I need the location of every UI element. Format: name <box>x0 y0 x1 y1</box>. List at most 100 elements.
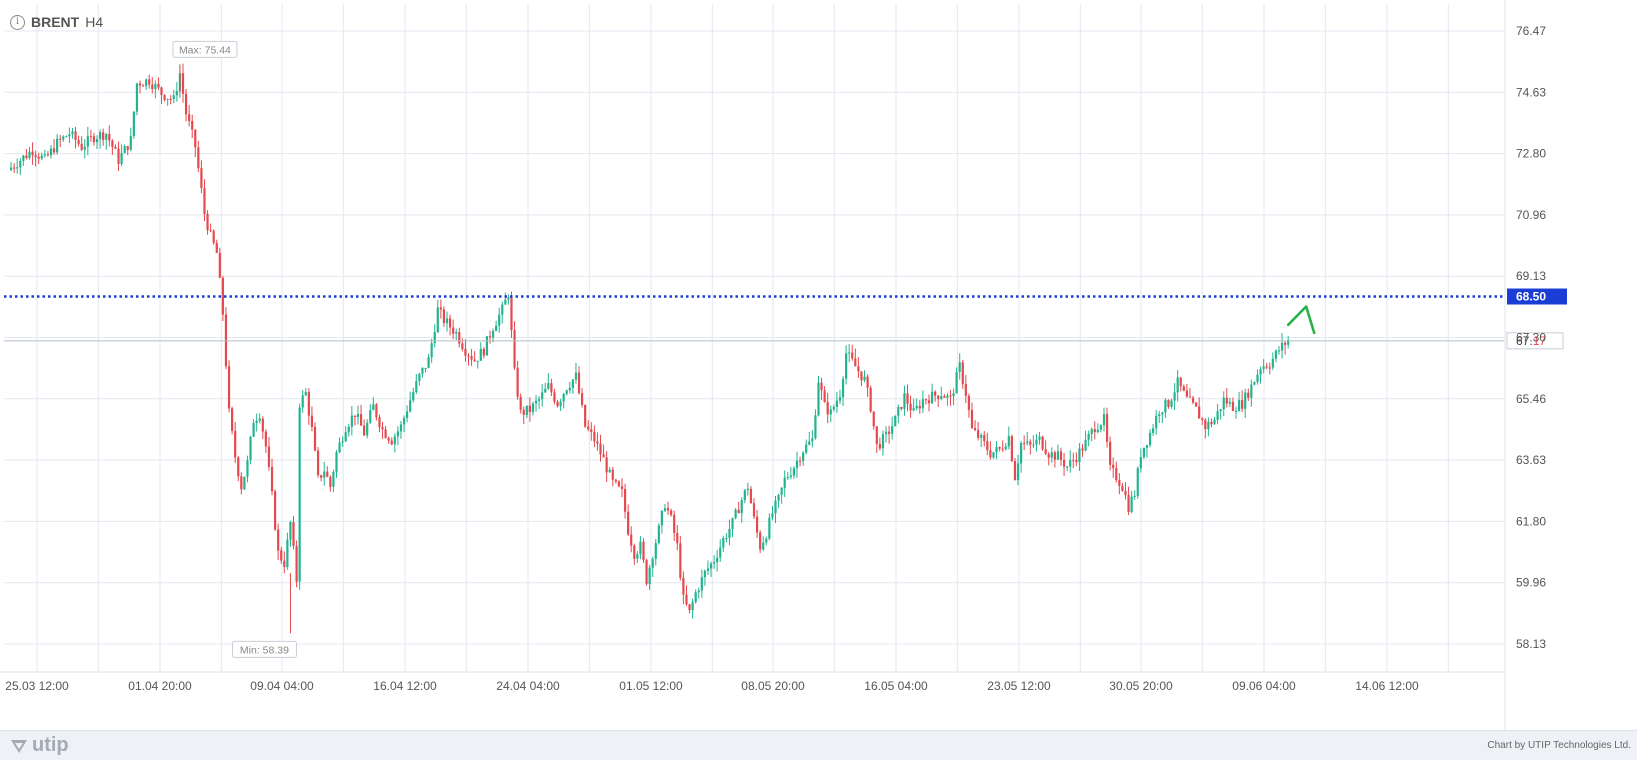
timeframe-label[interactable]: H4 <box>85 14 104 30</box>
candle-up <box>129 136 132 150</box>
candle-down <box>967 395 971 410</box>
candle-down <box>973 427 977 430</box>
candle-up <box>1259 369 1262 375</box>
candle-up <box>525 405 528 415</box>
candle-up <box>792 468 796 476</box>
candle-down <box>627 511 630 535</box>
candle-up <box>1213 419 1216 425</box>
chart-footer: utip Chart by UTIP Technologies Ltd. <box>0 730 1637 760</box>
candle-down <box>875 426 878 445</box>
candle-up <box>835 400 838 407</box>
candle-up <box>498 314 501 326</box>
candle-down <box>602 454 605 458</box>
candle-down <box>605 457 608 473</box>
candle-down <box>854 358 857 367</box>
x-tick-label: 01.04 20:00 <box>128 679 192 693</box>
candle-up <box>1038 436 1041 440</box>
up-arrow-annotation[interactable] <box>1286 305 1316 335</box>
candle-up <box>841 378 845 398</box>
candle-up <box>746 488 749 491</box>
min-label: Min: 58.39 <box>231 640 297 658</box>
info-icon[interactable]: i <box>10 14 25 30</box>
candle-up <box>544 388 547 393</box>
candle-down <box>160 87 163 95</box>
candles-layer <box>9 63 1290 634</box>
candle-down <box>310 415 314 427</box>
candle-down <box>203 188 206 214</box>
y-tick-label: 67.30 <box>1516 331 1546 345</box>
candle-up <box>765 538 768 543</box>
candle-down <box>25 155 28 159</box>
candle-up <box>762 542 765 550</box>
candle-down <box>194 129 197 148</box>
candle-up <box>915 405 918 409</box>
candle-down <box>642 541 645 560</box>
candle-up <box>829 409 832 415</box>
candle-down <box>467 355 470 357</box>
candle-up <box>1133 495 1136 497</box>
candle-down <box>470 356 473 360</box>
candle-down <box>102 132 105 140</box>
candle-down <box>977 429 980 438</box>
candle-down <box>234 430 237 458</box>
candle-up <box>700 577 703 591</box>
candle-up <box>1158 414 1161 416</box>
candle-up <box>356 414 360 418</box>
utip-logo: utip <box>10 734 69 757</box>
brand-label: utip <box>32 734 69 756</box>
candle-up <box>691 602 694 611</box>
candle-down <box>989 450 992 458</box>
candle-down <box>114 146 117 149</box>
candle-up <box>28 151 31 159</box>
callout-box <box>231 640 297 658</box>
candle-up <box>409 400 412 412</box>
x-tick-label: 16.05 04:00 <box>864 679 928 693</box>
utip-logo-icon <box>11 739 27 753</box>
candle-up <box>734 509 737 519</box>
candle-down <box>13 167 16 169</box>
candle-down <box>599 443 602 455</box>
candle-down <box>983 435 986 442</box>
candle-up <box>786 477 789 479</box>
candle-down <box>887 431 891 434</box>
candle-down <box>439 307 442 310</box>
candle-up <box>921 399 924 409</box>
candle-down <box>872 411 875 427</box>
candle-down <box>261 418 264 432</box>
candle-down <box>937 395 940 399</box>
candle-up <box>719 547 722 558</box>
candle-down <box>1201 418 1204 420</box>
candle-up <box>1237 400 1241 411</box>
candle-up <box>639 541 642 555</box>
candle-down <box>670 510 673 515</box>
candle-down <box>292 522 295 547</box>
candle-up <box>491 330 495 338</box>
candle-up <box>1274 350 1278 359</box>
candle-up <box>335 452 338 472</box>
candle-down <box>869 387 872 412</box>
candle-up <box>1096 429 1099 433</box>
candle-up <box>716 557 719 563</box>
candle-down <box>277 529 280 551</box>
candle-up <box>1234 410 1238 412</box>
x-tick-label: 30.05 20:00 <box>1109 679 1173 693</box>
candle-up <box>559 401 562 407</box>
candle-up <box>706 568 710 571</box>
candle-down <box>200 168 203 189</box>
candle-down <box>117 148 120 164</box>
price-chart[interactable]: Max: 75.44 Min: 58.39 67.17 68.50 76.47 74.6… <box>0 0 1637 730</box>
candle-down <box>1062 460 1066 467</box>
candle-down <box>906 393 909 404</box>
candle-down <box>949 395 952 397</box>
candle-down <box>448 318 452 328</box>
candle-down <box>320 475 323 478</box>
candlestick-chart-svg[interactable]: Max: 75.44 Min: 58.39 67.17 68.50 76.47 74.6… <box>0 0 1637 730</box>
candle-up <box>771 513 774 518</box>
candle-down <box>212 230 215 243</box>
candle-up <box>795 460 799 469</box>
candle-down <box>363 425 366 436</box>
candle-up <box>366 422 369 436</box>
candle-up <box>802 452 805 462</box>
candle-down <box>108 133 111 141</box>
candle-up <box>636 554 639 559</box>
